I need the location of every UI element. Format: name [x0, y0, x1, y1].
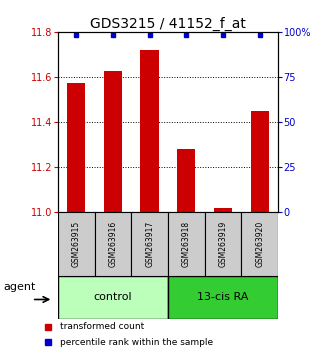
Text: GSM263919: GSM263919: [218, 221, 227, 267]
Bar: [205, 212, 241, 276]
Bar: [58, 212, 95, 276]
Bar: [131, 212, 168, 276]
Text: percentile rank within the sample: percentile rank within the sample: [60, 338, 213, 347]
Bar: [67, 82, 85, 212]
Bar: [104, 72, 122, 212]
Bar: [168, 276, 278, 319]
Bar: [177, 149, 196, 212]
Text: GSM263917: GSM263917: [145, 221, 154, 267]
Text: agent: agent: [3, 282, 35, 292]
Bar: [241, 212, 278, 276]
Text: GSM263920: GSM263920: [255, 221, 264, 267]
Text: GSM263915: GSM263915: [72, 221, 81, 267]
Title: GDS3215 / 41152_f_at: GDS3215 / 41152_f_at: [90, 17, 246, 31]
Text: GSM263918: GSM263918: [182, 221, 191, 267]
Bar: [251, 111, 269, 212]
Text: GSM263916: GSM263916: [109, 221, 118, 267]
Bar: [140, 50, 159, 212]
Bar: [58, 276, 168, 319]
Text: transformed count: transformed count: [60, 322, 145, 331]
Text: control: control: [94, 292, 132, 302]
Bar: [168, 212, 205, 276]
Bar: [95, 212, 131, 276]
Bar: [214, 208, 232, 212]
Text: 13-cis RA: 13-cis RA: [197, 292, 249, 302]
